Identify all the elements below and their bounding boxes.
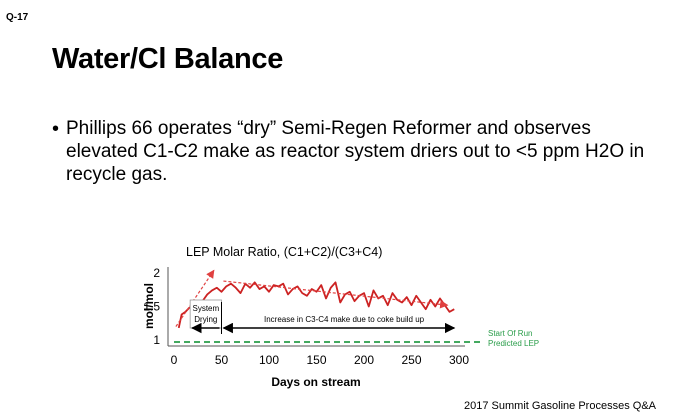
- x-tick-label: 250: [401, 353, 421, 367]
- x-tick-label: 200: [354, 353, 374, 367]
- y-tick-label: 1: [153, 333, 160, 347]
- x-axis-label: Days on stream: [271, 375, 360, 389]
- system-drying-label: System: [192, 304, 219, 313]
- x-tick-label: 0: [171, 353, 178, 367]
- x-tick-label: 300: [449, 353, 469, 367]
- y-axis-label: mol/mol: [142, 283, 156, 329]
- predicted-lep-label: Start Of Run: [488, 329, 532, 338]
- footer-text: 2017 Summit Gasoline Processes Q&A: [464, 400, 656, 412]
- x-tick-label: 150: [306, 353, 326, 367]
- question-number: Q-17: [6, 12, 29, 23]
- declining-trend-arrow: [223, 280, 449, 309]
- system-drying-label: Drying: [194, 315, 217, 324]
- coke-buildup-label: Increase in C3-C4 make due to coke build…: [264, 315, 425, 324]
- bullet-text: Phillips 66 operates “dry” Semi-Regen Re…: [66, 118, 645, 185]
- predicted-lep-label: Predicted LEP: [488, 339, 539, 348]
- x-tick-label: 50: [215, 353, 229, 367]
- bullet-item: • Phillips 66 operates “dry” Semi-Regen …: [52, 117, 652, 186]
- slide-title: Water/Cl Balance: [52, 43, 284, 75]
- bullet-dot-icon: •: [52, 118, 60, 140]
- y-tick-label: 1.5: [143, 300, 160, 314]
- y-tick-label: 2: [153, 266, 160, 280]
- chart-title: LEP Molar Ratio, (C1+C2)/(C3+C4): [186, 245, 382, 259]
- x-tick-label: 100: [259, 353, 279, 367]
- rising-trend-arrow: [175, 269, 215, 327]
